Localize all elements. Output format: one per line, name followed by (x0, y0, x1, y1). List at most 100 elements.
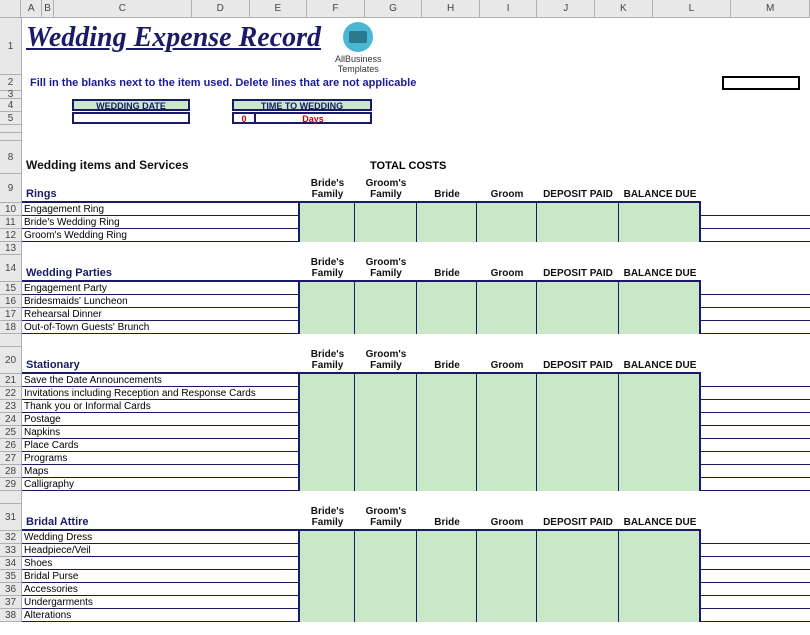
col-header-G[interactable]: G (365, 0, 423, 17)
cell-balance[interactable] (619, 478, 701, 491)
cell-balance[interactable] (619, 413, 701, 426)
cell-grooms-family[interactable] (355, 216, 417, 229)
cell-brides-family[interactable] (300, 216, 355, 229)
cell-bride[interactable] (417, 570, 477, 583)
cell-deposit[interactable] (537, 229, 619, 242)
cell-bride[interactable] (417, 557, 477, 570)
cell-groom[interactable] (477, 609, 537, 622)
cell-brides-family[interactable] (300, 609, 355, 622)
cell-balance[interactable] (619, 557, 701, 570)
col-header-E[interactable]: E (250, 0, 308, 17)
row-header-13[interactable]: 13 (0, 242, 21, 255)
cell-groom[interactable] (477, 439, 537, 452)
table-row[interactable]: Bridesmaids' Luncheon (22, 295, 810, 308)
cell-deposit[interactable] (537, 478, 619, 491)
cell-deposit[interactable] (537, 596, 619, 609)
col-header-D[interactable]: D (192, 0, 250, 17)
cell-grooms-family[interactable] (355, 400, 417, 413)
cell-bride[interactable] (417, 583, 477, 596)
cell-groom[interactable] (477, 583, 537, 596)
cell-bride[interactable] (417, 465, 477, 478)
row-header-17[interactable]: 17 (0, 308, 21, 321)
cell-deposit[interactable] (537, 387, 619, 400)
col-header-M[interactable]: M (731, 0, 810, 17)
cell-grooms-family[interactable] (355, 321, 417, 334)
cell-balance[interactable] (619, 400, 701, 413)
table-row[interactable]: Shoes (22, 557, 810, 570)
table-row[interactable]: Headpiece/Veil (22, 544, 810, 557)
row-header-20[interactable]: 20 (0, 347, 21, 374)
cell-bride[interactable] (417, 439, 477, 452)
row-header-33[interactable]: 33 (0, 544, 21, 557)
cell-brides-family[interactable] (300, 465, 355, 478)
row-header-gap[interactable] (0, 125, 21, 133)
cell-bride[interactable] (417, 216, 477, 229)
row-header-1[interactable]: 1 (0, 18, 21, 75)
row-header-gap[interactable] (0, 133, 21, 141)
cell-brides-family[interactable] (300, 557, 355, 570)
table-row[interactable]: Postage (22, 413, 810, 426)
cell-grooms-family[interactable] (355, 557, 417, 570)
cell-groom[interactable] (477, 387, 537, 400)
cell-bride[interactable] (417, 413, 477, 426)
row-header-38[interactable]: 38 (0, 609, 21, 622)
cell-groom[interactable] (477, 282, 537, 295)
cell-bride[interactable] (417, 282, 477, 295)
row-header-27[interactable]: 27 (0, 452, 21, 465)
cell-balance[interactable] (619, 570, 701, 583)
cell-brides-family[interactable] (300, 570, 355, 583)
row-header-36[interactable]: 36 (0, 583, 21, 596)
cell-groom[interactable] (477, 570, 537, 583)
cell-bride[interactable] (417, 229, 477, 242)
row-header-21[interactable]: 21 (0, 374, 21, 387)
cell-brides-family[interactable] (300, 478, 355, 491)
cell-grooms-family[interactable] (355, 531, 417, 544)
row-header-35[interactable]: 35 (0, 570, 21, 583)
cell-deposit[interactable] (537, 531, 619, 544)
cell-deposit[interactable] (537, 609, 619, 622)
cell-grooms-family[interactable] (355, 308, 417, 321)
cell-bride[interactable] (417, 426, 477, 439)
table-row[interactable]: Place Cards (22, 439, 810, 452)
row-header-12[interactable]: 12 (0, 229, 21, 242)
cell-groom[interactable] (477, 596, 537, 609)
cell-groom[interactable] (477, 531, 537, 544)
cell-groom[interactable] (477, 400, 537, 413)
col-header-A[interactable]: A (21, 0, 42, 17)
row-header-gap[interactable] (0, 334, 21, 347)
cell-deposit[interactable] (537, 544, 619, 557)
row-header-16[interactable]: 16 (0, 295, 21, 308)
cell-brides-family[interactable] (300, 308, 355, 321)
cell-balance[interactable] (619, 426, 701, 439)
cell-deposit[interactable] (537, 439, 619, 452)
cell-deposit[interactable] (537, 465, 619, 478)
table-row[interactable]: Save the Date Announcements (22, 374, 810, 387)
cell-balance[interactable] (619, 387, 701, 400)
cell-balance[interactable] (619, 583, 701, 596)
row-header-10[interactable]: 10 (0, 203, 21, 216)
cell-deposit[interactable] (537, 308, 619, 321)
cell-grooms-family[interactable] (355, 439, 417, 452)
col-header-J[interactable]: J (537, 0, 595, 17)
table-row[interactable]: Engagement Party (22, 282, 810, 295)
cell-brides-family[interactable] (300, 531, 355, 544)
cell-bride[interactable] (417, 321, 477, 334)
cell-balance[interactable] (619, 374, 701, 387)
cell-groom[interactable] (477, 426, 537, 439)
cell-grooms-family[interactable] (355, 570, 417, 583)
row-header-26[interactable]: 26 (0, 439, 21, 452)
table-row[interactable]: Calligraphy (22, 478, 810, 491)
cell-balance[interactable] (619, 216, 701, 229)
cell-brides-family[interactable] (300, 596, 355, 609)
cell-groom[interactable] (477, 452, 537, 465)
cell-grooms-family[interactable] (355, 387, 417, 400)
row-header-14[interactable]: 14 (0, 255, 21, 282)
table-row[interactable]: Out-of-Town Guests' Brunch (22, 321, 810, 334)
cell-balance[interactable] (619, 295, 701, 308)
table-row[interactable]: Engagement Ring (22, 203, 810, 216)
cell-brides-family[interactable] (300, 387, 355, 400)
cell-grooms-family[interactable] (355, 229, 417, 242)
cell-groom[interactable] (477, 413, 537, 426)
cell-grooms-family[interactable] (355, 282, 417, 295)
cell-deposit[interactable] (537, 295, 619, 308)
